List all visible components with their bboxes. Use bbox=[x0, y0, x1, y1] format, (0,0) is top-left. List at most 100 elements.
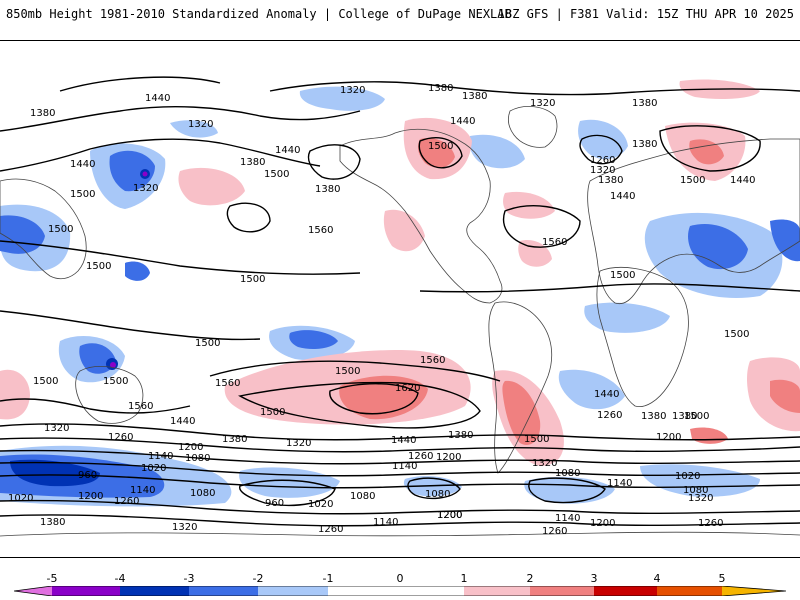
contour-label: 1140 bbox=[373, 517, 398, 528]
legend-tick: 5 bbox=[718, 572, 726, 585]
anomaly-region bbox=[0, 369, 30, 420]
contour-label: 1500 bbox=[260, 407, 285, 418]
contour-line bbox=[502, 205, 581, 248]
map-title: 850mb Height 1981-2010 Standardized Anom… bbox=[6, 7, 512, 21]
legend-tick: -4 bbox=[114, 572, 126, 585]
legend-tick: 4 bbox=[653, 572, 661, 585]
legend-tick: -3 bbox=[183, 572, 195, 585]
coastline-antarctica bbox=[0, 531, 800, 537]
contour-line bbox=[59, 76, 221, 92]
coastline-asia-east bbox=[0, 178, 87, 280]
anomaly-region bbox=[383, 209, 425, 252]
contour-label: 1200 bbox=[656, 432, 681, 443]
contour-label: 1440 bbox=[170, 416, 195, 427]
contour-label: 1260 bbox=[698, 518, 723, 529]
contour-label: 1260 bbox=[318, 524, 343, 535]
contour-label: 1500 bbox=[70, 189, 95, 200]
anomaly-region bbox=[558, 369, 625, 410]
contour-label: 1500 bbox=[684, 411, 709, 422]
contour-line bbox=[209, 360, 501, 382]
anomaly-region bbox=[502, 380, 541, 445]
legend-tick: 1 bbox=[460, 572, 468, 585]
contour-line bbox=[239, 479, 336, 506]
contour-line bbox=[0, 310, 261, 341]
contour-label: 1500 bbox=[428, 141, 453, 152]
legend-tick: -2 bbox=[252, 572, 264, 585]
anomaly-map: 1440 1320 1380 1380 1380 1320 1380 1380 … bbox=[0, 40, 800, 558]
contour-label: 1500 bbox=[524, 434, 549, 445]
legend-tick: 3 bbox=[590, 572, 598, 585]
colorbar-segment-neg3 bbox=[120, 586, 189, 596]
contour-label: 1500 bbox=[610, 270, 635, 281]
anomaly-region bbox=[469, 134, 525, 169]
contour-label: 1560 bbox=[542, 237, 567, 248]
coastline-north-america bbox=[339, 128, 503, 304]
positive-anomaly-shading bbox=[0, 79, 800, 466]
contour-label: 1500 bbox=[240, 274, 265, 285]
contour-line bbox=[0, 474, 800, 489]
contour-label: 1380 bbox=[632, 98, 657, 109]
legend-tick: -5 bbox=[46, 572, 58, 585]
contour-label: 1080 bbox=[425, 489, 450, 500]
contour-label: 1620 bbox=[395, 383, 420, 394]
contour-label: 1260 bbox=[408, 451, 433, 462]
coastlines bbox=[0, 106, 800, 537]
contour-label: 1320 bbox=[688, 493, 713, 504]
contour-label: 960 bbox=[78, 470, 97, 481]
anomaly-core bbox=[142, 171, 148, 177]
contour-line bbox=[0, 449, 800, 465]
contour-label: 1560 bbox=[215, 378, 240, 389]
contour-label: 1380 bbox=[672, 411, 697, 422]
colorbar-segment-pos2 bbox=[530, 586, 594, 596]
contour-label: 1380 bbox=[315, 184, 340, 195]
contour-label: 1200 bbox=[437, 510, 462, 521]
contour-label: 1500 bbox=[48, 224, 73, 235]
anomaly-region bbox=[125, 261, 150, 281]
contour-line bbox=[226, 202, 271, 233]
contour-label: 1500 bbox=[264, 169, 289, 180]
contour-line bbox=[0, 499, 800, 515]
negative-anomaly-shading bbox=[0, 86, 800, 507]
contour-label: 1440 bbox=[730, 175, 755, 186]
color-scale-bar bbox=[14, 586, 786, 596]
contour-label: 1080 bbox=[185, 453, 210, 464]
contour-label: 1260 bbox=[597, 410, 622, 421]
contour-label: 1320 bbox=[530, 98, 555, 109]
contour-label: 1560 bbox=[420, 355, 445, 366]
contour-line bbox=[418, 137, 463, 169]
anomaly-region bbox=[770, 219, 800, 262]
colorbar-segment-neg4 bbox=[52, 586, 120, 596]
anomaly-region bbox=[688, 223, 748, 270]
legend-tick: 0 bbox=[396, 572, 404, 585]
contour-line bbox=[0, 461, 800, 477]
run-info: 18Z GFS | F381 Valid: 15Z THU APR 10 202… bbox=[497, 7, 794, 21]
contour-label: 1440 bbox=[610, 191, 635, 202]
contour-label: 1500 bbox=[33, 376, 58, 387]
contour-label: 1560 bbox=[308, 225, 333, 236]
contour-label: 1080 bbox=[683, 485, 708, 496]
anomaly-region bbox=[178, 167, 245, 206]
contour-label: 1140 bbox=[392, 461, 417, 472]
anomaly-region bbox=[689, 139, 724, 165]
anomaly-region bbox=[299, 86, 385, 111]
contour-line bbox=[579, 134, 623, 165]
contour-line bbox=[0, 514, 800, 527]
contour-line bbox=[659, 125, 761, 172]
contour-label: 1380 bbox=[40, 517, 65, 528]
anomaly-core bbox=[110, 362, 116, 368]
colorbar-segment-pos4 bbox=[657, 586, 722, 596]
contour-label: 1500 bbox=[86, 261, 111, 272]
contour-label: 1080 bbox=[555, 468, 580, 479]
contour-line bbox=[307, 144, 361, 180]
contour-label: 1200 bbox=[436, 452, 461, 463]
height-contours bbox=[0, 76, 800, 527]
anomaly-region bbox=[10, 459, 100, 487]
contour-label: 1380 bbox=[222, 434, 247, 445]
colorbar-segment-zero bbox=[328, 586, 464, 596]
contour-label: 1140 bbox=[555, 513, 580, 524]
map-canvas: 1440 1320 1380 1380 1380 1320 1380 1380 … bbox=[0, 41, 800, 557]
contour-label: 1140 bbox=[130, 485, 155, 496]
colorbar-segment-pos5 bbox=[722, 586, 786, 596]
contour-labels: 1440 1320 1380 1380 1380 1320 1380 1380 … bbox=[8, 83, 755, 537]
anomaly-region bbox=[170, 120, 218, 138]
